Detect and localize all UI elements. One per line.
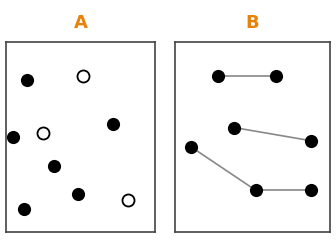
Point: [81, 74, 86, 78]
Point: [51, 164, 56, 168]
Point: [309, 139, 314, 143]
Point: [253, 188, 258, 192]
Point: [309, 188, 314, 192]
Point: [111, 122, 116, 126]
Point: [125, 198, 131, 202]
Point: [24, 78, 30, 82]
Point: [21, 207, 27, 211]
Text: B: B: [246, 14, 259, 32]
Point: [273, 74, 279, 78]
Text: A: A: [74, 14, 87, 32]
Point: [75, 192, 80, 196]
Point: [188, 144, 193, 148]
Point: [41, 131, 46, 135]
Point: [231, 125, 237, 130]
Point: [216, 74, 221, 78]
Point: [11, 135, 16, 139]
